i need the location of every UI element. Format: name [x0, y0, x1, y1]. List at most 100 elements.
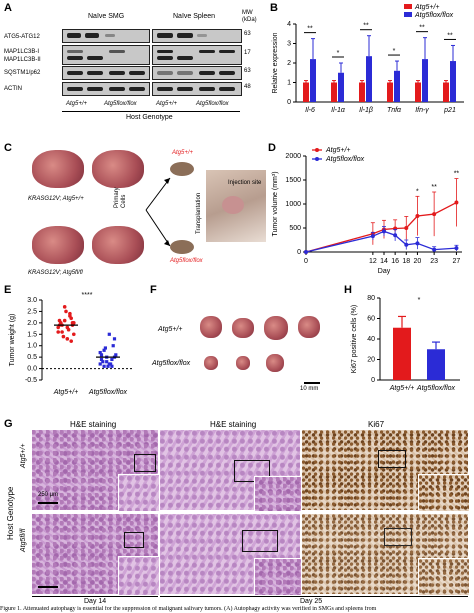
data-point: [103, 346, 107, 350]
label-kras-ko: KRASG12V; Atg5fl/fl: [28, 270, 83, 276]
zoom-box: [242, 530, 278, 552]
zoom-inset: [118, 474, 160, 512]
g-title-1: H&E staining: [70, 420, 117, 429]
legend-marker: [315, 157, 319, 161]
y-tick-label: 0: [287, 99, 291, 106]
data-point: [62, 318, 67, 323]
data-point: [99, 357, 104, 362]
bar: [338, 72, 344, 102]
he-day25-wt: [160, 430, 302, 512]
bar: [331, 82, 337, 102]
transplantation-label: Transplantation: [196, 192, 202, 234]
header-naive-spleen: Naïve Spleen: [173, 13, 216, 20]
panel-label-b: B: [270, 2, 278, 14]
x-tick-label: 23: [430, 258, 438, 265]
zoom-inset: [254, 476, 302, 512]
sig-label: *: [416, 188, 419, 195]
tumor-photo-4: [92, 226, 144, 264]
mw-17: 17: [244, 50, 251, 56]
y-tick-label: 0: [297, 249, 301, 256]
ki67-day25-wt: [302, 430, 470, 512]
y-tick-label: 1.5: [27, 331, 37, 338]
label-lc3b-2: MAP1LC3B-II: [4, 57, 41, 63]
bar: [415, 82, 421, 102]
g-row-label-ko: Atg5fl/fl: [20, 528, 27, 552]
label-p62: SQSTM1/p62: [4, 70, 41, 76]
bar: [310, 59, 316, 102]
x-tick-label: 0: [304, 258, 308, 265]
chart-d: 0 500 1000 1500 2000 0 12 14 16 18 20 23 27 Day Tumor …: [272, 147, 462, 275]
x-tick-label: Atg5flox/flox: [416, 385, 456, 392]
data-point: [68, 311, 72, 316]
geno-a-3: Atg5+/+: [156, 101, 178, 107]
bar: [359, 82, 365, 102]
row-label-ko: Atg5flox/flox: [152, 360, 191, 367]
y-tick-label: 2.0: [27, 320, 37, 327]
mouse-icon-wt: [170, 162, 194, 176]
panel-label-d: D: [268, 142, 276, 154]
data-point: [107, 362, 111, 366]
he-day14-ko: [32, 514, 160, 596]
data-point: [112, 337, 117, 341]
tumor-photo-3: [32, 226, 84, 264]
data-point: [107, 332, 111, 336]
blot-p62-spleen: [152, 66, 242, 80]
mouse-label-ko: Atg5flox/flox: [170, 258, 203, 264]
y-tick-label: 1.0: [27, 343, 37, 350]
x-tick-label: 12: [369, 258, 377, 265]
legend-label: Atg5flox/flox: [325, 156, 365, 163]
geno-a-2: Atg5flox/flox: [104, 101, 137, 107]
mw-header: MW (kDa): [242, 10, 257, 23]
data-point: [393, 233, 398, 238]
chart-e: -0.5 0.0 0.5 1.0 1.5 2.0 2.5 3.0 Tumor weight (g…: [9, 292, 134, 396]
legend-marker: [315, 148, 319, 152]
bar: [387, 82, 393, 102]
zoom-inset: [418, 474, 470, 512]
label-actin: ACTIN: [4, 86, 22, 92]
y-axis-label: Ki67 positive cells (%): [351, 305, 358, 373]
panel-label-g: G: [4, 418, 13, 430]
sig-label: **: [419, 25, 425, 32]
y-tick-label: 1: [287, 80, 291, 87]
data-point: [72, 332, 76, 337]
ki67-day25-ko: [302, 514, 470, 596]
x-tick-label: Il-1β: [359, 107, 373, 114]
tumor-f-wt-4: [298, 316, 320, 338]
panel-label-a: A: [4, 2, 12, 14]
tumor-photo-1: [32, 150, 84, 188]
y-axis-label: Tumor volume (mm³): [272, 171, 279, 236]
blot-actin-spleen: [152, 82, 242, 96]
bar: [450, 61, 456, 102]
data-point: [454, 200, 459, 205]
zoom-inset: [118, 556, 160, 596]
g-title-2: H&E staining: [210, 420, 257, 429]
chart-h: 0 20 40 60 80 Ki67 positive cells (%) Atg5+/+ A…: [351, 295, 460, 392]
zoom-box: [234, 460, 270, 482]
legend-label: Atg5+/+: [325, 147, 351, 154]
sig-label: **: [431, 184, 437, 191]
y-axis-label: Tumor weight (g): [9, 314, 16, 367]
x-tick-label: 14: [380, 258, 388, 265]
zoom-box: [124, 532, 144, 548]
panel-label-f: F: [150, 284, 157, 296]
data-point: [64, 309, 68, 314]
data-point: [106, 364, 110, 368]
zoom-inset: [418, 558, 470, 596]
injection-site-label: Injection site: [228, 180, 262, 186]
data-point: [370, 234, 375, 239]
bar: [427, 349, 445, 380]
panel-label-h: H: [344, 284, 352, 296]
data-point: [404, 242, 409, 247]
series-line: [305, 230, 457, 253]
sig-label: **: [307, 26, 313, 33]
header-naive-smg: Naïve SMG: [88, 13, 125, 20]
g-title-3: Ki67: [368, 420, 385, 429]
data-point: [60, 330, 64, 334]
data-point: [432, 212, 437, 217]
tumor-f-ko-3: [266, 354, 284, 372]
primary-cells-label: Primary Cells: [114, 187, 127, 208]
day14-line: [32, 596, 158, 597]
sig-label: *: [393, 48, 396, 55]
legend-label: Atg5flox/flox: [414, 12, 454, 19]
day14-label: Day 14: [84, 598, 107, 605]
